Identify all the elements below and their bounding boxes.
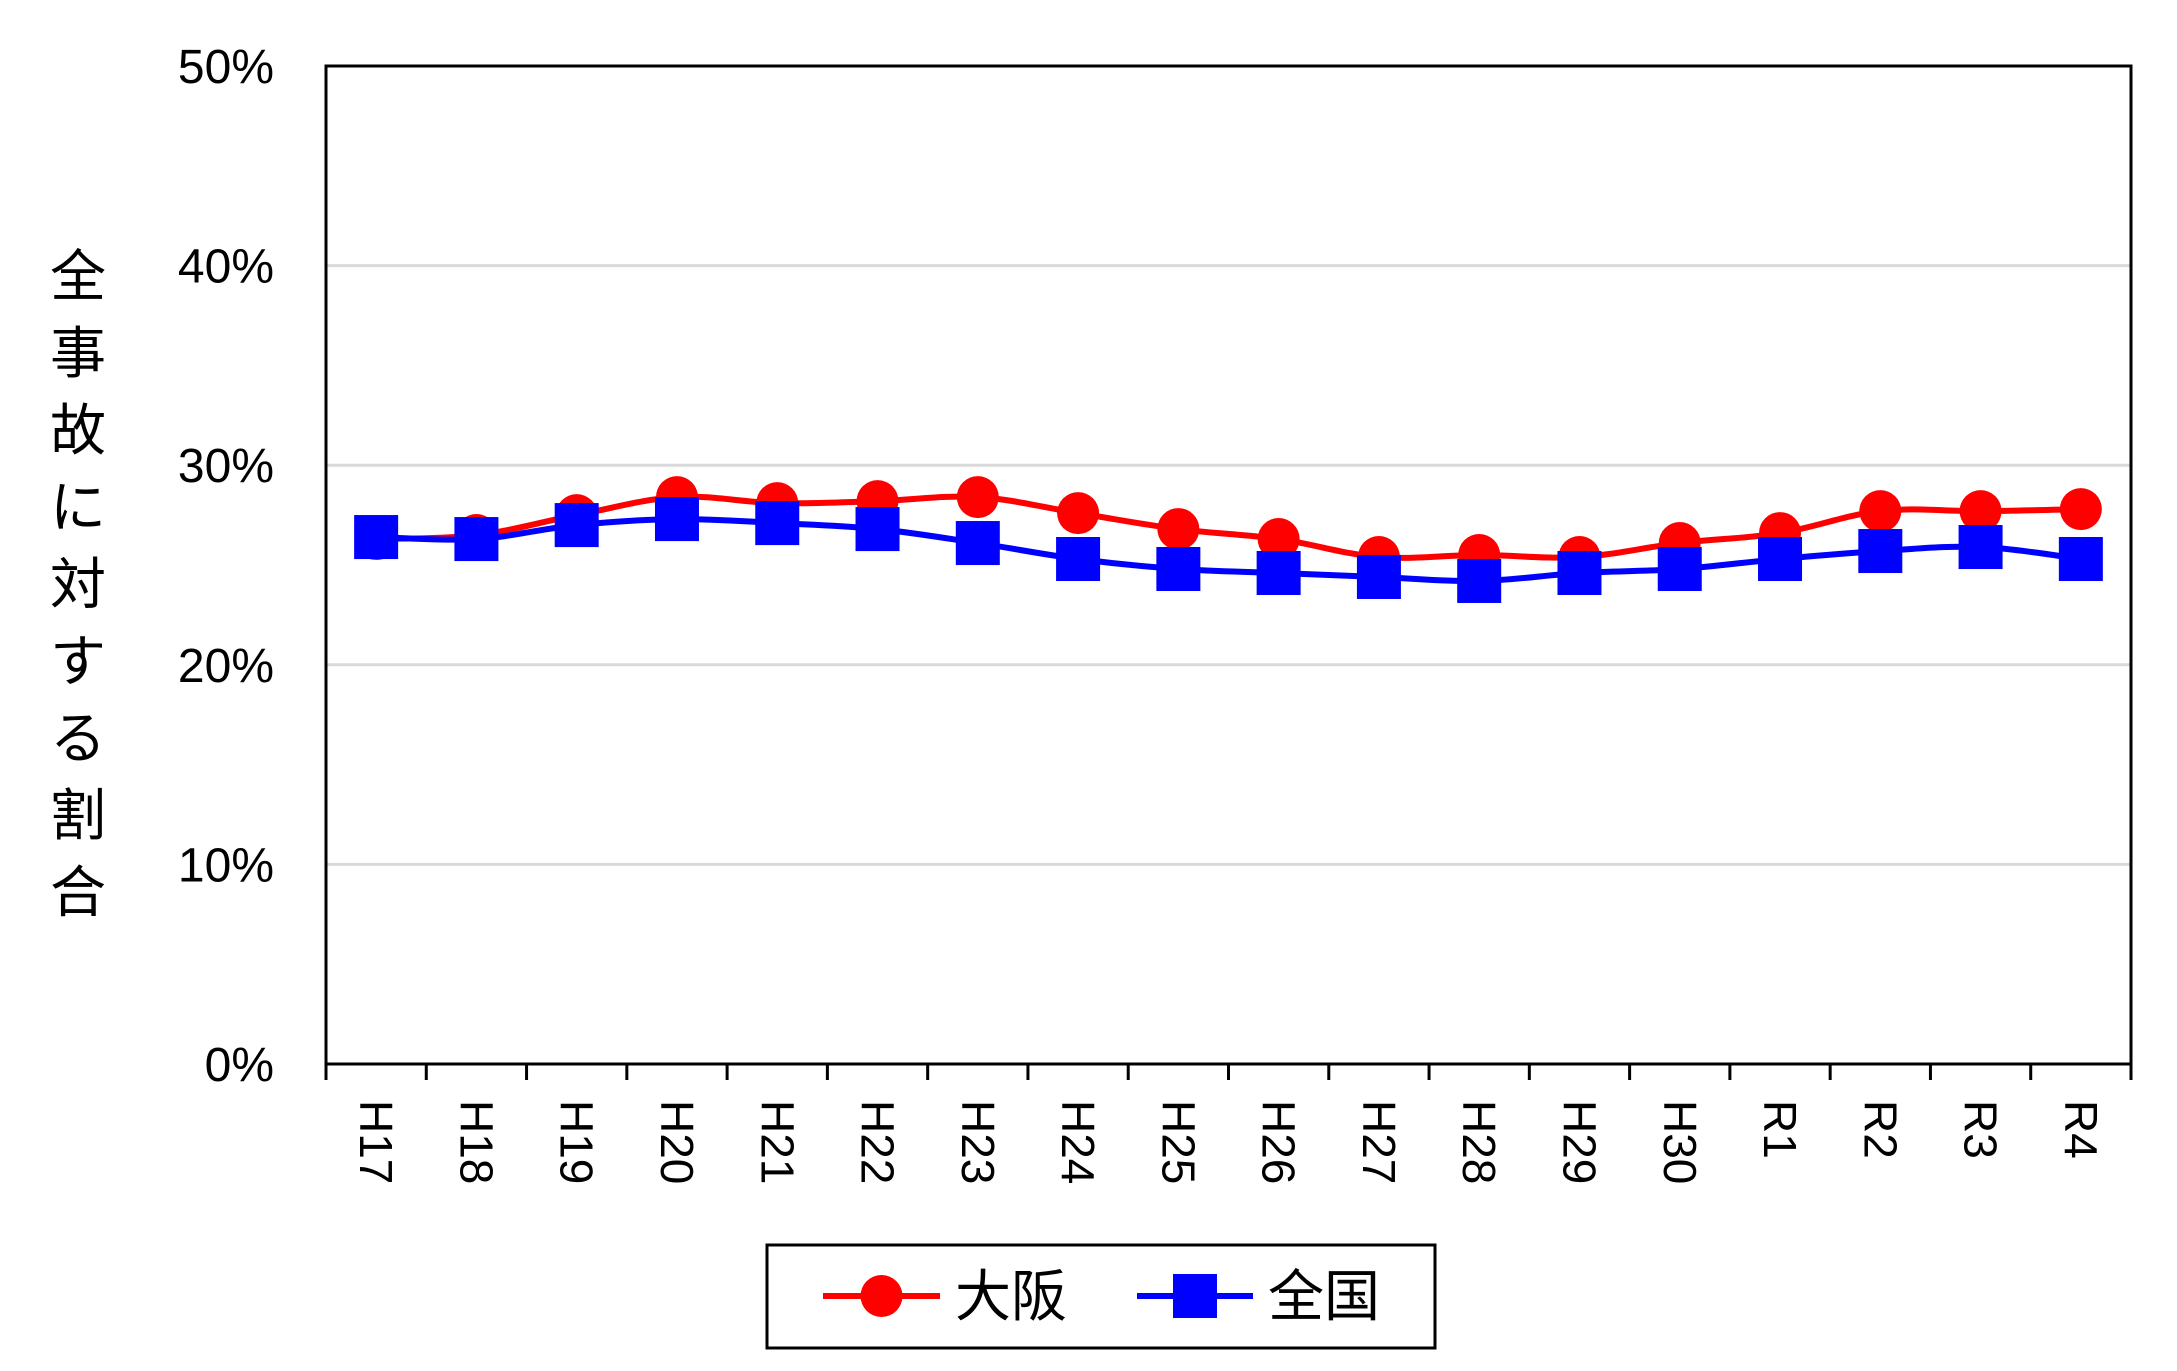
- x-tick-label: H20: [651, 1100, 703, 1184]
- x-tick-label: H23: [952, 1100, 1004, 1184]
- y-axis-title-char: 合: [50, 861, 106, 924]
- y-axis-title-char: す: [50, 630, 106, 693]
- data-point: [554, 503, 599, 548]
- legend-label: 大阪: [955, 1265, 1067, 1328]
- data-point: [354, 515, 399, 560]
- data-point: [1858, 529, 1903, 574]
- data-point: [1958, 525, 2003, 570]
- legend: 大阪 全国: [765, 1243, 1437, 1350]
- x-tick-label: H26: [1253, 1100, 1305, 1184]
- data-point: [955, 521, 1000, 566]
- x-tick-label: R1: [1754, 1100, 1806, 1159]
- gridlines: [326, 264, 2131, 866]
- x-tick-label: H28: [1453, 1100, 1505, 1184]
- legend-marker: [860, 1275, 903, 1317]
- data-point: [654, 497, 699, 542]
- y-axis-title-char: に: [50, 476, 106, 539]
- data-point: [1256, 550, 1301, 595]
- y-axis-title-char: 故: [50, 399, 106, 462]
- data-point: [1657, 546, 1702, 591]
- series-line: [376, 493, 2081, 561]
- y-tick-label: 0%: [205, 1039, 274, 1092]
- data-point: [1457, 558, 1502, 603]
- y-tick-label: 50%: [178, 41, 274, 94]
- x-tick-label: H27: [1353, 1100, 1405, 1184]
- x-tick-label: H22: [852, 1100, 904, 1184]
- data-point: [1356, 554, 1401, 599]
- series-2: [354, 497, 2103, 603]
- y-tick-label: 30%: [178, 440, 274, 493]
- data-point: [956, 476, 999, 519]
- legend-marker: [1173, 1274, 1217, 1318]
- x-axis-ticks: H17 H18 H19 H20 H21 H22 H23 H24 H25 H26 H27 H28 H29 H…: [324, 1064, 2133, 1184]
- data-point: [1959, 490, 2002, 533]
- legend-label: 全国: [1268, 1265, 1380, 1328]
- y-tick-label: 10%: [178, 839, 274, 892]
- data-point: [1758, 537, 1803, 582]
- data-point: [1257, 518, 1300, 561]
- y-axis-ticks: 0% 10% 20% 30% 40% 50%: [178, 41, 274, 1092]
- x-tick-label: R4: [2055, 1100, 2107, 1159]
- y-tick-label: 20%: [178, 640, 274, 693]
- series-1: [355, 476, 2102, 579]
- data-point: [855, 507, 900, 552]
- y-axis-title-char: 全: [50, 245, 106, 308]
- x-tick-label: H29: [1553, 1100, 1605, 1184]
- y-axis-title-char: る: [50, 707, 106, 770]
- data-point: [1157, 508, 1200, 551]
- x-tick-label: R2: [1854, 1100, 1906, 1159]
- x-tick-label: H18: [450, 1100, 502, 1184]
- data-point: [454, 517, 499, 562]
- data-point: [1056, 537, 1101, 582]
- x-tick-label: H21: [751, 1100, 803, 1184]
- y-tick-label: 40%: [178, 241, 274, 294]
- y-axis-title-char: 事: [50, 322, 106, 385]
- series-lines: [354, 476, 2103, 603]
- data-point: [1156, 546, 1201, 591]
- data-point: [2059, 488, 2102, 531]
- y-axis-title-char: 割: [50, 784, 106, 847]
- x-tick-label: H25: [1152, 1100, 1204, 1184]
- data-point: [1557, 550, 1602, 595]
- data-point: [2058, 537, 2103, 582]
- x-tick-label: H24: [1052, 1100, 1104, 1184]
- data-point: [1859, 490, 1902, 533]
- y-axis-title-char: 対: [50, 553, 106, 616]
- x-tick-label: R3: [1955, 1100, 2007, 1159]
- x-tick-label: H19: [551, 1100, 603, 1184]
- series-line: [376, 516, 2082, 585]
- data-point: [1057, 492, 1100, 535]
- x-tick-label: H30: [1654, 1100, 1706, 1184]
- x-tick-label: H17: [350, 1100, 402, 1184]
- data-point: [755, 501, 800, 546]
